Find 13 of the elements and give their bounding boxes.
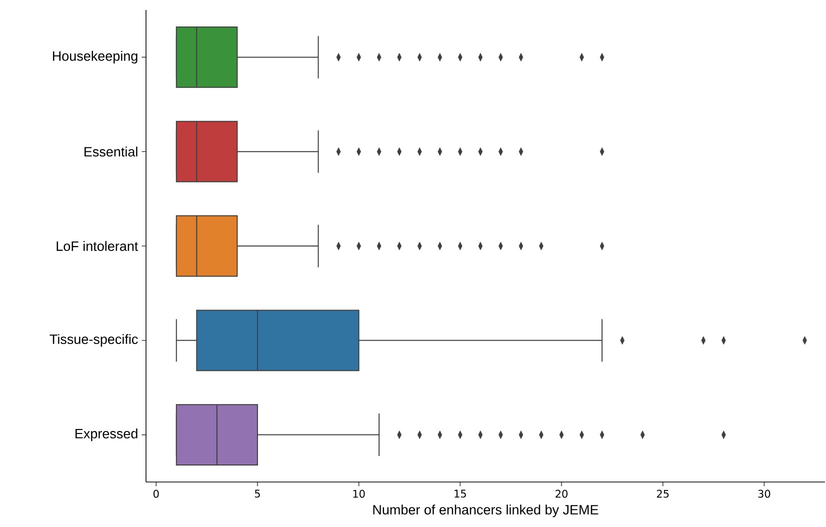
- y-tick-label: Housekeeping: [53, 50, 138, 64]
- x-tick-label: 20: [556, 490, 568, 498]
- y-tick-label: LoF intolerant: [56, 241, 138, 251]
- x-tick-label: 25: [656, 490, 669, 498]
- x-tick-label: 10: [353, 490, 365, 498]
- x-tick-label: 15: [454, 490, 466, 498]
- y-tick-label: Essential: [84, 146, 138, 157]
- y-tick-label: Expressed: [76, 428, 138, 442]
- y-tick-label: Tissue-specific: [50, 334, 138, 347]
- x-axis-title: Number of enhancers linked by JEME: [373, 504, 598, 518]
- x-tick-label: 5: [254, 490, 260, 498]
- x-tick-label: 0: [153, 490, 159, 498]
- x-tick-label: 30: [758, 490, 770, 498]
